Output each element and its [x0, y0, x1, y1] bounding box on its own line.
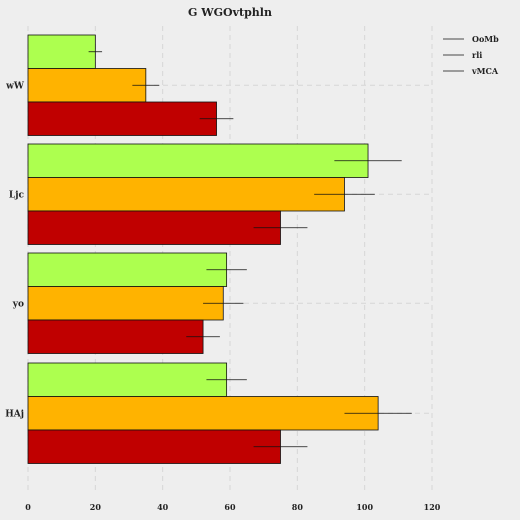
bar — [27, 396, 379, 431]
x-tick-label: 40 — [157, 502, 169, 512]
bar — [27, 319, 204, 354]
chart-title: G WGOvtphln — [188, 6, 272, 19]
x-tick-label: 0 — [25, 502, 31, 512]
y-tick-label: Ljc — [9, 190, 25, 200]
bar — [27, 177, 345, 212]
bar — [27, 429, 281, 464]
legend-label: OoMb — [472, 34, 499, 44]
legend-label: rli — [472, 50, 482, 60]
bar — [27, 210, 281, 245]
x-tick-label: 60 — [224, 502, 236, 512]
legend-label: vMCA — [471, 66, 499, 76]
x-tick-label: 80 — [292, 502, 304, 512]
error-bars — [88, 51, 412, 448]
bar — [27, 101, 217, 136]
bar — [27, 68, 147, 103]
bar — [27, 252, 228, 287]
bar — [27, 34, 96, 69]
y-tick-label: yo — [12, 299, 24, 309]
x-tick-label: 120 — [424, 502, 441, 512]
bars — [27, 34, 379, 464]
bar — [27, 362, 228, 397]
legend: OoMb rli vMCA — [443, 34, 499, 76]
axes: 0 20 40 60 80 100 120 wW Ljc yo HAj — [5, 81, 441, 512]
y-tick-label: wW — [5, 81, 25, 91]
bar — [27, 143, 369, 178]
x-tick-label: 100 — [356, 502, 373, 512]
bar — [27, 286, 224, 321]
y-tick-label: HAj — [5, 409, 24, 419]
x-tick-label: 20 — [90, 502, 102, 512]
